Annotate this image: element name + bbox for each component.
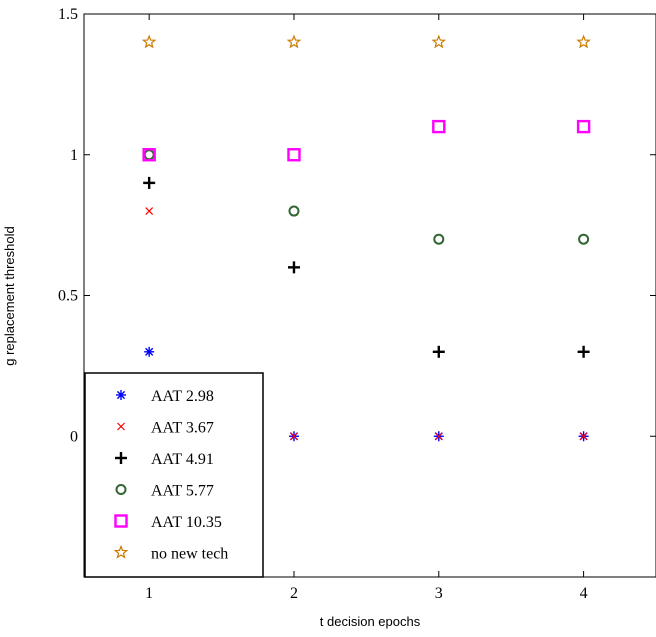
legend-entry: AAT 3.67 — [151, 420, 214, 437]
data-point-series-2 — [287, 261, 300, 274]
legend-entry: AAT 10.35 — [151, 514, 222, 531]
legend-marker — [113, 544, 129, 559]
data-point-series-4 — [142, 148, 156, 162]
y-tick-label: 1 — [70, 147, 78, 164]
data-points — [141, 34, 591, 442]
data-point-series-5 — [141, 34, 157, 49]
data-point-series-1 — [145, 207, 154, 215]
data-point-series-2 — [432, 345, 445, 358]
legend-marker — [117, 422, 125, 431]
data-point-series-3 — [433, 233, 445, 245]
data-point-series-3 — [578, 233, 590, 245]
legend-marker — [115, 484, 127, 495]
y-tick-label: 0 — [70, 428, 78, 445]
legend-marker — [116, 390, 126, 400]
data-point-series-3 — [288, 205, 300, 217]
legend-marker — [114, 514, 128, 528]
y-axis-label: g replacement threshold — [2, 226, 17, 365]
data-point-series-4 — [576, 119, 591, 134]
x-tick-label: 1 — [145, 585, 153, 602]
legend-entry: AAT 5.77 — [151, 483, 214, 500]
y-tick-label: 0.5 — [58, 288, 78, 305]
x-tick-label: 3 — [435, 585, 443, 602]
y-axis: 0 0.5 1 1.5 — [58, 6, 656, 445]
legend: AAT 2.98 AAT 3.67 AAT 4.91 AAT 5.77 AAT 10.3… — [84, 372, 264, 578]
legend-entry: no new tech — [151, 546, 228, 563]
data-point-series-0 — [144, 346, 155, 357]
legend-marker — [115, 452, 127, 464]
data-point-series-1 — [290, 432, 298, 441]
data-point-series-2 — [577, 345, 590, 358]
x-tick-label: 2 — [290, 585, 298, 602]
data-point-series-5 — [431, 34, 447, 49]
legend-entry: AAT 2.98 — [151, 388, 214, 405]
data-point-series-2 — [143, 176, 156, 189]
legend-entry: AAT 4.91 — [151, 451, 214, 468]
y-tick-label: 1.5 — [58, 6, 78, 23]
data-point-series-5 — [576, 34, 591, 49]
data-point-series-4 — [432, 119, 446, 134]
x-tick-label: 4 — [580, 585, 588, 602]
legend-box — [84, 372, 264, 578]
data-point-series-1 — [579, 432, 588, 441]
x-axis-label: t decision epochs — [320, 614, 421, 629]
data-point-series-4 — [287, 148, 301, 162]
data-point-series-1 — [434, 432, 443, 441]
data-point-series-5 — [286, 34, 302, 49]
